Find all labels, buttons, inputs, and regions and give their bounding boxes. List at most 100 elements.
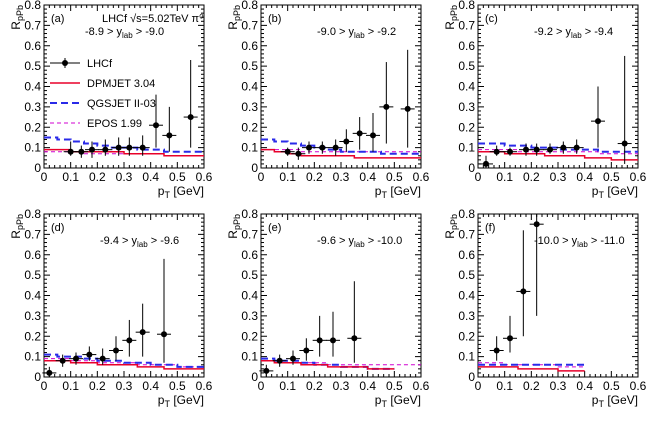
lhcf-point [187, 114, 194, 121]
lhcf-point [161, 331, 167, 338]
rapidity-range: -9.4 > ylab > -9.6 [100, 235, 179, 249]
x-tick-label: 0.5 [386, 379, 403, 393]
y-tick-label: 0.7 [241, 227, 258, 241]
rapidity-sub: lab [577, 240, 588, 249]
x-tick-label: 0.5 [386, 170, 403, 184]
x-axis-label-unit: [GeV] [170, 393, 204, 407]
x-tick-label: 0.6 [196, 379, 213, 393]
lhcf-point [139, 144, 146, 151]
title-experiment: LHCf [102, 13, 130, 25]
epos-line [478, 362, 585, 368]
x-tick-label: 0 [41, 170, 48, 184]
lhcf-point [153, 122, 159, 129]
x-axis-label-unit: [GeV] [387, 393, 421, 407]
y-tick-label: 0.7 [458, 227, 475, 241]
x-tick-label: 0.6 [630, 170, 647, 184]
panel-d: 0 0.1 0.2 0.3 0.4 0.5 0.6 0 0.1 0.2 0.3 0.4 0.5 0.6 0.… [9, 207, 213, 409]
y-axis-label-sub: pPb [15, 5, 25, 21]
x-tick-label: 0.2 [306, 170, 323, 184]
lhcf-point [343, 138, 350, 145]
y-axis-label-base: R [9, 230, 23, 239]
y-tick-label: 0.8 [24, 0, 41, 12]
y-tick-label: 0.1 [241, 350, 258, 364]
rapidity-upper: > -11.0 [588, 235, 625, 247]
y-tick-label: 0.4 [24, 289, 41, 303]
x-axis-label-sub: T [381, 190, 387, 200]
y-tick-label: 0.6 [458, 39, 475, 53]
lhcf-point [573, 144, 580, 151]
y-tick-label: 0.6 [24, 248, 41, 262]
x-axis-label: pT [GeV] [592, 393, 638, 409]
x-axis-label-unit: [GeV] [604, 184, 638, 198]
lhcf-point [102, 146, 109, 153]
y-tick-label: 0.7 [458, 18, 475, 32]
x-tick-label: 0.4 [142, 170, 159, 184]
y-tick-label: 0.7 [241, 18, 258, 32]
y-tick-label: 0.1 [24, 350, 41, 364]
y-tick-label: 0.7 [24, 18, 41, 32]
x-tick-label: 0.5 [603, 170, 620, 184]
lhcf-point [89, 146, 95, 153]
rapidity-range: -10.0 > ylab > -11.0 [534, 235, 625, 249]
y-tick-label: 0.2 [241, 120, 258, 134]
y-tick-label: 0 [251, 161, 258, 175]
x-tick-label: 0 [41, 379, 48, 393]
x-axis-label-base: p [375, 393, 382, 407]
x-axis-label-sub: T [164, 190, 170, 200]
x-axis-label-unit: [GeV] [170, 184, 204, 198]
lhcf-point [290, 355, 296, 362]
rapidity-lower: -9.6 > y [317, 235, 354, 247]
lhcf-point [493, 347, 500, 354]
y-axis-label-sub: pPb [449, 5, 459, 21]
x-tick-label: 0.3 [116, 379, 133, 393]
rapidity-range: -8.9 > ylab > -9.0 [85, 26, 164, 40]
y-tick-label: 0.2 [458, 120, 475, 134]
legend-dpmjet-label: DPMJET 3.04 [87, 78, 155, 90]
y-tick-label: 0.5 [241, 268, 258, 282]
x-tick-label: 0.4 [576, 379, 593, 393]
dpmjet-line [478, 150, 638, 161]
lhcf-point [383, 103, 390, 110]
lhcf-point [115, 144, 122, 151]
lhcf-point [78, 148, 85, 155]
lhcf-point [404, 105, 411, 112]
lhcf-point [284, 148, 291, 155]
y-tick-label: 0.3 [24, 309, 41, 323]
lhcf-point [86, 351, 93, 358]
rapidity-upper: > -9.4 [582, 26, 614, 38]
x-axis-label-base: p [158, 393, 165, 407]
panel-label: (e) [268, 222, 281, 234]
x-axis-label: pT [GeV] [375, 393, 421, 409]
y-axis-label-base: R [9, 21, 23, 30]
rapidity-lower: -9.4 > y [100, 235, 137, 247]
y-tick-label: 0.3 [458, 100, 475, 114]
lhcf-point [533, 146, 540, 153]
rapidity-upper: > -9.2 [365, 26, 397, 38]
dpmjet-line [478, 366, 585, 372]
y-axis-label-sub: pPb [232, 5, 242, 21]
x-tick-label: 0.4 [359, 170, 376, 184]
legend-epos-label: EPOS 1.99 [87, 118, 142, 130]
rapidity-range: -9.0 > ylab > -9.2 [317, 26, 396, 40]
y-tick-label: 0.4 [458, 80, 475, 94]
x-tick-label: 0.5 [169, 379, 186, 393]
lhcf-point [295, 150, 302, 157]
rapidity-sub: lab [571, 31, 582, 40]
rapidity-range: -9.2 > ylab > -9.4 [534, 26, 613, 40]
panel-a: 0 0.1 0.2 0.3 0.4 0.5 0.6 0 0.1 0.2 0.3 0.4 0.5 0.6 0.… [9, 0, 213, 200]
y-tick-label: 0.5 [458, 59, 475, 73]
y-tick-label: 0.4 [458, 289, 475, 303]
y-tick-label: 0.2 [24, 120, 41, 134]
panel-label: (d) [51, 222, 64, 234]
y-tick-label: 0.1 [458, 141, 475, 155]
x-axis-label: pT [GeV] [375, 184, 421, 200]
title-energy: √s=5.02TeV [130, 13, 191, 25]
rapidity-lower: -9.2 > y [534, 26, 571, 38]
x-axis-label-sub: T [598, 190, 604, 200]
panel-label: (a) [51, 13, 64, 25]
y-tick-label: 0.3 [24, 100, 41, 114]
lhcf-point [59, 357, 66, 364]
rapidity-lower: -10.0 > y [534, 235, 578, 247]
x-tick-label: 0.3 [333, 379, 350, 393]
y-axis-label: RpPb [226, 5, 242, 30]
